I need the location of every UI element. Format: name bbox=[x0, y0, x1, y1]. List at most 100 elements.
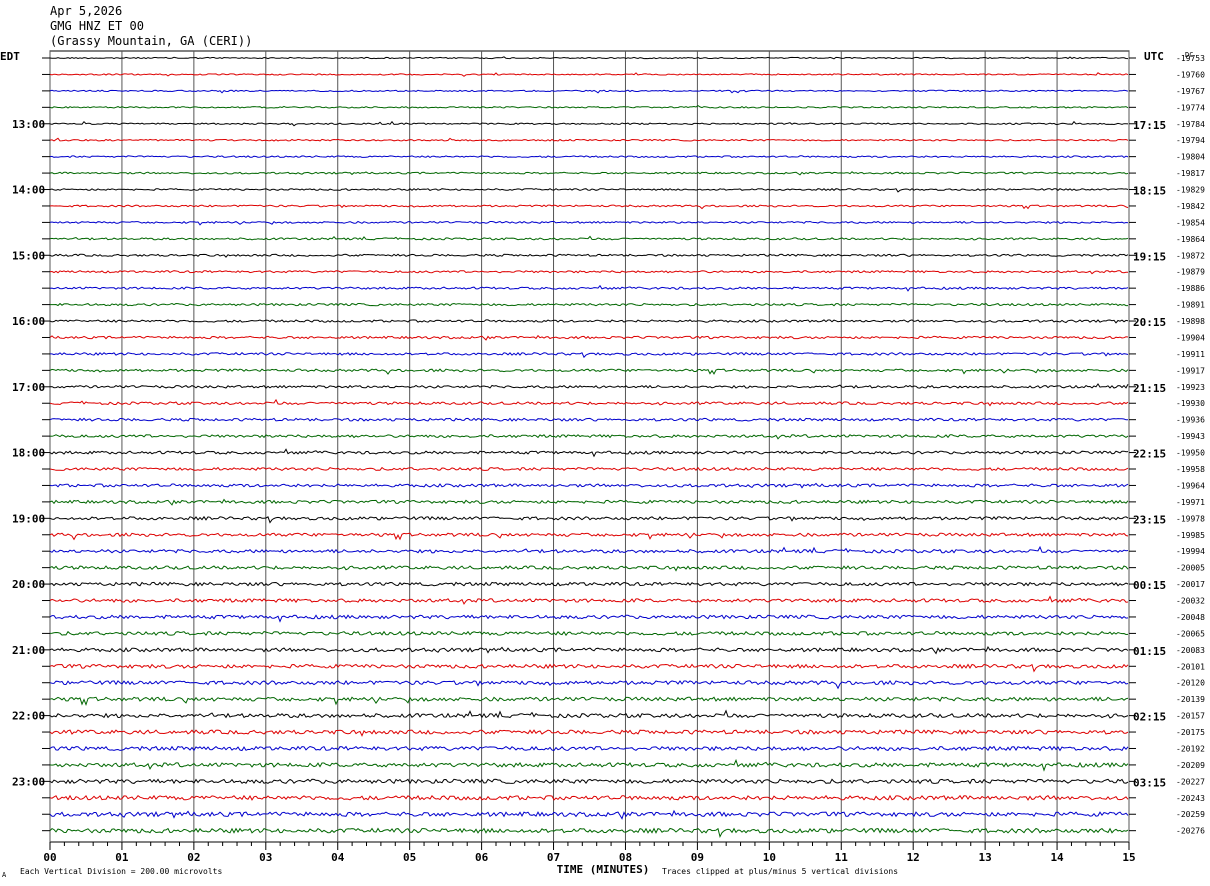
x-tick-label-15: 15 bbox=[1122, 851, 1135, 864]
dc-offset-label: -20139 bbox=[1176, 695, 1205, 704]
trace-row-22 bbox=[49, 417, 1129, 422]
x-tick-label-14: 14 bbox=[1050, 851, 1064, 864]
utc-time-label: 02:15 bbox=[1133, 711, 1166, 724]
x-tick-label-12: 12 bbox=[907, 851, 920, 864]
dc-offset-label: -19904 bbox=[1176, 333, 1205, 342]
corner-mark: A bbox=[2, 871, 7, 879]
trace-row-40 bbox=[49, 709, 1129, 719]
utc-time-label: 19:15 bbox=[1133, 250, 1166, 263]
x-tick-label-10: 10 bbox=[763, 851, 776, 864]
dc-offset-label: -19930 bbox=[1176, 399, 1205, 408]
dc-offset-label: -20243 bbox=[1176, 794, 1205, 803]
trace-row-43 bbox=[49, 758, 1129, 772]
edt-time-label: 22:00 bbox=[12, 710, 45, 723]
trace-row-17 bbox=[49, 334, 1129, 341]
trace-row-11 bbox=[49, 235, 1129, 241]
trace-row-8 bbox=[49, 188, 1129, 193]
edt-time-label: 15:00 bbox=[12, 249, 45, 262]
trace-row-36 bbox=[49, 645, 1129, 655]
dc-offset-label: -19886 bbox=[1176, 284, 1205, 293]
trace-row-37 bbox=[49, 663, 1129, 673]
plot-date: Apr 5,2026 bbox=[50, 4, 123, 18]
trace-row-31 bbox=[49, 565, 1129, 572]
dc-offset-label: -20192 bbox=[1176, 744, 1205, 753]
edt-time-label: 21:00 bbox=[12, 644, 45, 657]
dc-offset-label: -19936 bbox=[1176, 416, 1205, 425]
dc-offset-label: -19943 bbox=[1176, 432, 1205, 441]
utc-time-label: 21:15 bbox=[1133, 382, 1166, 395]
utc-time-label: 23:15 bbox=[1133, 513, 1166, 526]
trace-row-0 bbox=[49, 56, 1129, 60]
edt-time-label: 23:00 bbox=[12, 775, 45, 788]
dc-offset-label: -20017 bbox=[1176, 580, 1205, 589]
trace-row-5 bbox=[49, 137, 1129, 142]
trace-row-20 bbox=[49, 383, 1129, 389]
seismic-traces bbox=[49, 56, 1129, 839]
trace-row-25 bbox=[49, 466, 1129, 472]
trace-row-18 bbox=[50, 352, 1129, 359]
dc-offset-label: -19854 bbox=[1176, 218, 1205, 227]
dc-offset-label: -19753 bbox=[1176, 54, 1205, 63]
dc-offset-label: -19804 bbox=[1176, 153, 1205, 162]
trace-row-32 bbox=[49, 581, 1129, 587]
dc-offset-label: -19864 bbox=[1176, 235, 1205, 244]
dc-offset-label: -19978 bbox=[1176, 514, 1205, 523]
trace-row-38 bbox=[49, 679, 1129, 690]
trace-row-16 bbox=[49, 319, 1129, 324]
dc-offset-label: -19964 bbox=[1176, 481, 1205, 490]
x-axis-ticks bbox=[42, 57, 1136, 850]
minute-gridlines bbox=[49, 51, 1130, 842]
trace-row-9 bbox=[49, 204, 1129, 210]
dc-offset-label: -19917 bbox=[1176, 366, 1205, 375]
plot-frame bbox=[49, 50, 1130, 843]
dc-offset-label: -19842 bbox=[1176, 202, 1205, 211]
utc-time-label: 18:15 bbox=[1133, 185, 1166, 198]
edt-time-label: 13:00 bbox=[12, 118, 45, 131]
dc-offset-label: -20101 bbox=[1176, 662, 1205, 671]
dc-offset-label: -20065 bbox=[1176, 629, 1205, 638]
utc-time-label: 01:15 bbox=[1133, 645, 1166, 658]
utc-time-label: 17:15 bbox=[1133, 119, 1166, 132]
trace-row-44 bbox=[49, 778, 1129, 785]
axis-labels: 00 01 02 03 04 05 06 07 08 09 10 11 12 13 14 15 -19753 -1… bbox=[12, 54, 1205, 864]
scale-note: Each Vertical Division = 200.00 microvol… bbox=[20, 867, 223, 876]
dc-offset-label: -19994 bbox=[1176, 547, 1205, 556]
dc-offset-label: -19817 bbox=[1176, 169, 1205, 178]
dc-offset-label: -20083 bbox=[1176, 646, 1205, 655]
trace-row-45 bbox=[49, 794, 1129, 801]
dc-offset-label: -19971 bbox=[1176, 498, 1205, 507]
dc-offset-label: -19891 bbox=[1176, 301, 1205, 310]
trace-row-15 bbox=[50, 302, 1128, 307]
x-tick-label-00: 00 bbox=[43, 851, 56, 864]
x-tick-label-08: 08 bbox=[619, 851, 632, 864]
dc-offset-label: -20227 bbox=[1176, 777, 1205, 786]
dc-offset-label: -19829 bbox=[1176, 186, 1205, 195]
right-axis-title: UTC bbox=[1144, 50, 1164, 63]
edt-time-label: 16:00 bbox=[12, 315, 45, 328]
edt-time-label: 17:00 bbox=[12, 381, 45, 394]
x-tick-label-02: 02 bbox=[187, 851, 200, 864]
x-axis-label: TIME (MINUTES) bbox=[557, 863, 650, 876]
x-tick-label-05: 05 bbox=[403, 851, 416, 864]
dc-offset-label: -19911 bbox=[1176, 350, 1205, 359]
dc-offset-label: -19767 bbox=[1176, 87, 1205, 96]
trace-row-30 bbox=[49, 545, 1129, 554]
trace-row-47 bbox=[49, 827, 1129, 839]
dc-offset-label: -19784 bbox=[1176, 120, 1205, 129]
trace-row-1 bbox=[49, 72, 1129, 77]
dc-offset-label: -19950 bbox=[1176, 449, 1205, 458]
dc-offset-label: -19872 bbox=[1176, 251, 1205, 260]
dc-offset-label: -19879 bbox=[1176, 268, 1205, 277]
trace-row-24 bbox=[49, 448, 1129, 458]
left-axis-title: EDT bbox=[0, 50, 20, 63]
x-tick-label-07: 07 bbox=[547, 851, 560, 864]
dc-label: DC bbox=[1185, 51, 1193, 59]
dc-offset-label: -20157 bbox=[1176, 712, 1205, 721]
trace-row-14 bbox=[49, 284, 1129, 292]
channel-label: GMG HNZ ET 00 bbox=[50, 19, 144, 33]
trace-row-7 bbox=[49, 171, 1129, 176]
trace-row-41 bbox=[49, 729, 1129, 737]
dc-offset-label: -20209 bbox=[1176, 761, 1205, 770]
x-tick-label-03: 03 bbox=[259, 851, 272, 864]
